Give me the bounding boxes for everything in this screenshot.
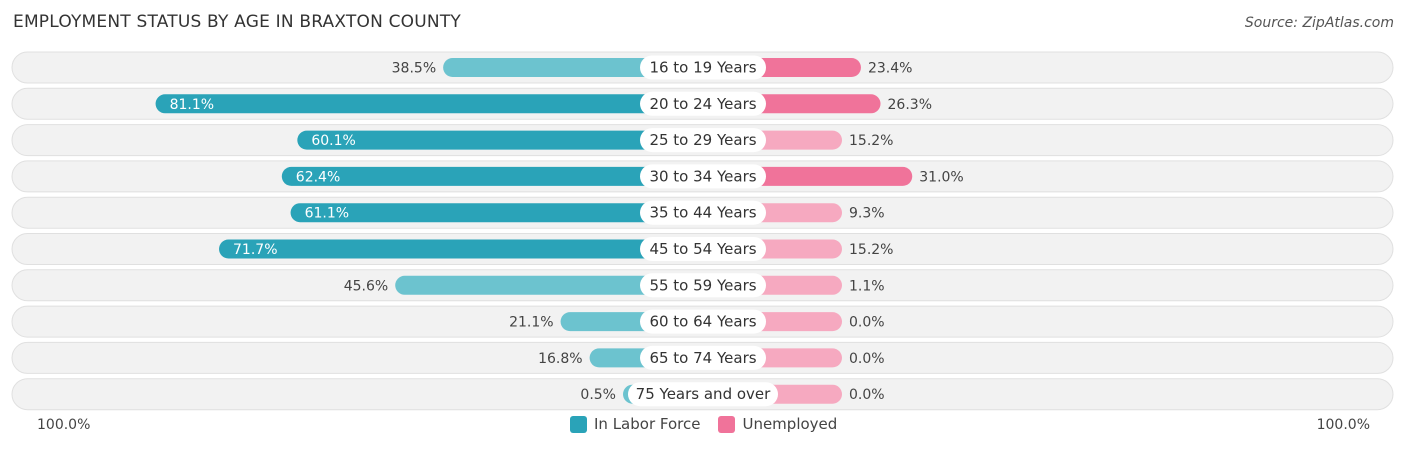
legend: In Labor Force Unemployed [570,415,855,433]
bar-labor-force [297,130,703,150]
data-label-unemployed: 0.0% [849,387,885,403]
data-label-labor-force: 61.1% [305,206,349,222]
data-label-labor-force: 16.8% [538,351,582,367]
category-label: 45 to 54 Years [649,240,756,258]
legend-label-unemployed: Unemployed [742,415,838,433]
bar-labor-force [395,275,703,295]
data-label-unemployed: 26.3% [888,97,932,113]
data-label-labor-force: 60.1% [311,133,355,149]
bar-labor-force [155,94,703,114]
category-label: 75 Years and over [636,385,771,403]
data-label-unemployed: 15.2% [849,242,893,258]
chart-title: EMPLOYMENT STATUS BY AGE IN BRAXTON COUN… [13,12,461,32]
legend-swatch-labor-force [570,415,587,433]
data-label-unemployed: 0.0% [849,315,885,331]
category-label: 25 to 29 Years [649,131,756,149]
category-label-bg [628,382,778,407]
data-label-labor-force: 71.7% [233,242,277,258]
axis-left-label: 100.0% [37,417,91,433]
source-note: Source: ZipAtlas.com [1244,15,1394,31]
legend-label-labor-force: In Labor Force [594,415,701,433]
category-label: 65 to 74 Years [649,349,756,367]
legend-item-labor-force[interactable]: In Labor Force [570,415,700,433]
bar-labor-force [219,239,703,259]
data-label-labor-force: 62.4% [296,169,340,185]
category-label-bg [640,345,766,370]
category-label: 60 to 64 Years [649,313,756,331]
category-label-bg [640,309,766,334]
data-label-labor-force: 0.5% [580,387,616,403]
category-label: 35 to 44 Years [649,204,756,222]
data-label-labor-force: 81.1% [170,97,214,113]
data-label-labor-force: 45.6% [344,278,388,294]
category-label-bg [640,55,766,80]
legend-item-unemployed[interactable]: Unemployed [718,415,837,433]
data-label-unemployed: 23.4% [868,61,912,77]
data-label-unemployed: 0.0% [849,351,885,367]
category-label-bg [640,237,766,261]
category-label: 20 to 24 Years [649,95,756,113]
category-label-bg [640,164,766,189]
category-label-bg [640,91,766,116]
legend-swatch-unemployed [718,415,736,433]
data-label-labor-force: 38.5% [392,61,436,77]
axis-right-label: 100.0% [1316,417,1370,433]
data-label-labor-force: 21.1% [509,315,553,331]
bar-labor-force [281,166,703,186]
category-label-bg [640,273,766,298]
category-label-bg [640,128,766,153]
category-label: 55 to 59 Years [649,276,756,294]
data-label-unemployed: 15.2% [849,133,893,149]
bar-labor-force [443,58,703,77]
bar-labor-force [290,203,703,223]
data-label-unemployed: 31.0% [919,169,963,185]
data-label-unemployed: 9.3% [849,206,885,222]
category-label: 30 to 34 Years [649,167,756,185]
data-label-unemployed: 1.1% [849,278,885,294]
category-label: 16 to 19 Years [649,59,756,77]
category-label-bg [640,200,766,225]
